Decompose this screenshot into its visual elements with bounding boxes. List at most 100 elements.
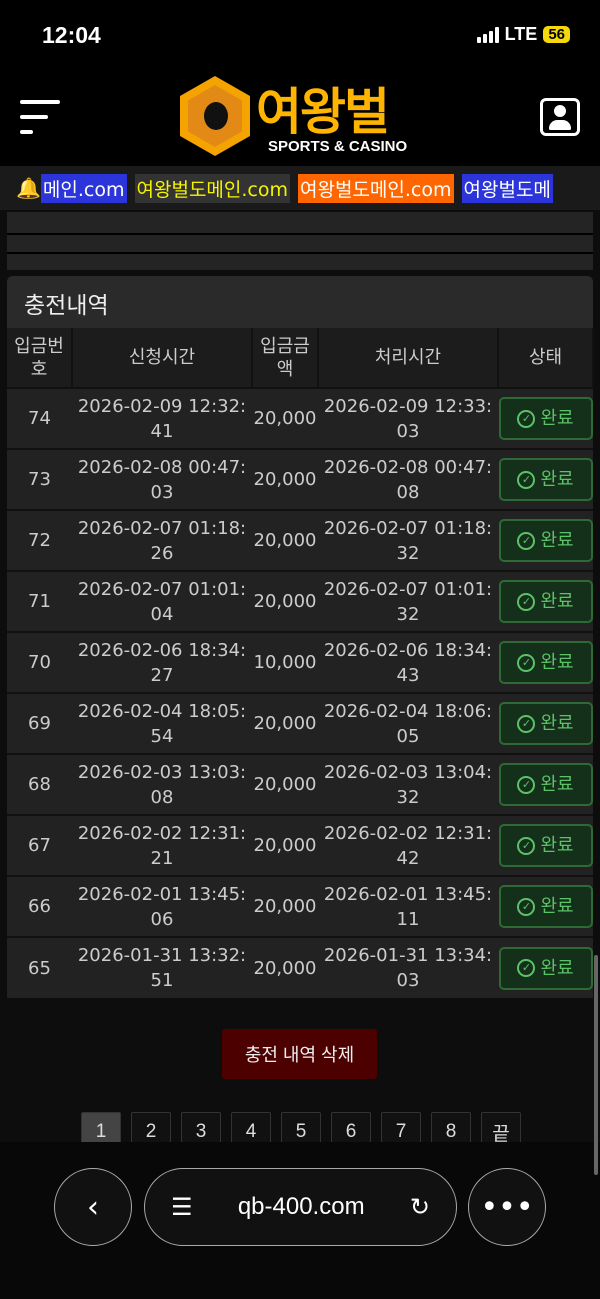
signal-icon [476,26,499,43]
processed-time: 2026-02-09 12:33:03 [318,387,498,449]
col-header-id: 입금번호 [7,328,73,388]
deposit-id: 73 [7,448,72,510]
status-badge: ✓ 완료 [498,946,593,990]
deposit-id: 70 [7,631,72,693]
logo-subtitle: SPORTS & CASINO [268,138,408,155]
deposit-id: 74 [7,387,72,449]
processed-time: 2026-02-02 12:31:42 [318,814,498,876]
ticker-item[interactable]: 메인.com [40,173,127,203]
more-icon: ••• [480,1189,534,1225]
check-circle-icon: ✓ [517,653,536,672]
ticker-item[interactable]: 여왕벌도메 [461,173,553,203]
processed-time: 2026-02-08 00:47:08 [318,448,498,510]
hamburger-icon[interactable] [20,100,60,134]
amount: 20,000 [252,448,318,510]
deposit-id: 66 [7,875,72,937]
table-row: 66 2026-02-01 13:45:06 20,000 2026-02-01… [7,875,593,937]
deposit-id: 67 [7,814,72,876]
status-text: 완료 [540,591,574,612]
status-cell: ✓ 완료 [498,814,593,876]
reload-icon[interactable]: ↻ [409,1193,430,1221]
status-cell: ✓ 완료 [498,448,593,510]
table-row: 72 2026-02-07 01:18:26 20,000 2026-02-07… [7,509,593,571]
ticker-item[interactable]: 여왕벌도메인.com [298,173,454,203]
address-bar[interactable]: ☰ qb-400.com ↻ [144,1168,457,1246]
table-row: 71 2026-02-07 01:01:04 20,000 2026-02-07… [7,570,593,632]
status-badge: ✓ 완료 [498,763,593,806]
check-circle-icon: ✓ [517,714,536,733]
requested-time: 2026-02-03 13:03:08 [72,753,252,815]
amount: 20,000 [252,387,318,449]
table-row: 74 2026-02-09 12:32:41 20,000 2026-02-09… [7,387,593,449]
status-cell: ✓ 완료 [498,753,593,815]
empty-panel [7,212,593,270]
status-text: 완료 [540,530,574,551]
col-header-processed: 처리시간 [318,328,499,388]
network-label: LTE [504,24,538,44]
domain-ticker: 🔔 메인.com 여왕벌도메인.com 여왕벌도메인.com 여왕벌도메 [0,166,600,210]
processed-time: 2026-02-04 18:06:05 [318,692,498,754]
table-row: 69 2026-02-04 18:05:54 20,000 2026-02-04… [7,692,593,754]
delete-history-button[interactable]: 충전 내역 삭제 [222,1029,377,1079]
status-text: 완료 [540,408,574,429]
status-badge: ✓ 완료 [498,702,593,745]
deposit-id: 69 [7,692,72,754]
status-text: 완료 [540,896,574,917]
status-badge: ✓ 완료 [498,824,593,867]
user-scan-icon[interactable] [540,98,580,136]
deposit-id: 72 [7,509,72,571]
battery-icon: 56 [543,26,570,43]
requested-time: 2026-02-04 18:05:54 [72,692,252,754]
bell-icon: 🔔 [16,176,41,200]
more-button[interactable]: ••• [468,1168,546,1246]
amount: 20,000 [252,692,318,754]
requested-time: 2026-02-07 01:18:26 [72,509,252,571]
page-menu-icon[interactable]: ☰ [171,1193,193,1221]
back-button[interactable]: ‹ [54,1168,132,1246]
status-cell: ✓ 완료 [498,631,593,693]
status-cell: ✓ 완료 [498,387,593,449]
status-text: 완료 [540,835,574,856]
table-row: 67 2026-02-02 12:31:21 20,000 2026-02-02… [7,814,593,876]
check-circle-icon: ✓ [517,775,536,794]
check-circle-icon: ✓ [517,409,536,428]
logo-text: 여왕벌 [256,83,390,141]
site-header: 여왕벌 SPORTS & CASINO [0,70,600,166]
processed-time: 2026-01-31 13:34:03 [318,936,498,998]
scrollbar[interactable] [594,955,598,1175]
deposit-table: 입금번호 신청시간 입금금액 처리시간 상태 74 2026-02-09 12:… [7,328,594,998]
url-text: qb-400.com [237,1193,365,1220]
status-cell: ✓ 완료 [498,692,593,754]
status-cell: ✓ 완료 [498,570,593,632]
amount: 20,000 [252,814,318,876]
status-badge: ✓ 완료 [498,458,593,501]
chevron-left-icon: ‹ [87,1189,99,1225]
table-row: 68 2026-02-03 13:03:08 20,000 2026-02-03… [7,753,593,815]
site-logo[interactable]: 여왕벌 SPORTS & CASINO [180,76,425,162]
amount: 20,000 [252,936,318,998]
browser-toolbar: ‹ ☰ qb-400.com ↻ ••• [0,1142,600,1299]
status-cell: ✓ 완료 [498,936,593,998]
amount: 10,000 [252,631,318,693]
check-circle-icon: ✓ [517,592,536,611]
processed-time: 2026-02-03 13:04:32 [318,753,498,815]
requested-time: 2026-02-07 01:01:04 [72,570,252,632]
amount: 20,000 [252,875,318,937]
col-header-status: 상태 [498,328,594,388]
processed-time: 2026-02-01 13:45:11 [318,875,498,937]
amount: 20,000 [252,509,318,571]
requested-time: 2026-02-01 13:45:06 [72,875,252,937]
deposit-history-panel: 충전내역 입금번호 신청시간 입금금액 처리시간 상태 74 2026-02-0… [7,276,594,998]
status-badge: ✓ 완료 [498,641,593,684]
table-row: 65 2026-01-31 13:32:51 20,000 2026-01-31… [7,936,593,998]
table-row: 73 2026-02-08 00:47:03 20,000 2026-02-08… [7,448,593,510]
ticker-item[interactable]: 여왕벌도메인.com [134,173,290,203]
deposit-id: 68 [7,753,72,815]
requested-time: 2026-02-08 00:47:03 [72,448,252,510]
check-circle-icon: ✓ [517,470,536,489]
check-circle-icon: ✓ [517,531,536,550]
requested-time: 2026-02-06 18:34:27 [72,631,252,693]
col-header-requested: 신청시간 [72,328,253,388]
status-text: 완료 [540,469,574,490]
status-text: 완료 [540,652,574,673]
